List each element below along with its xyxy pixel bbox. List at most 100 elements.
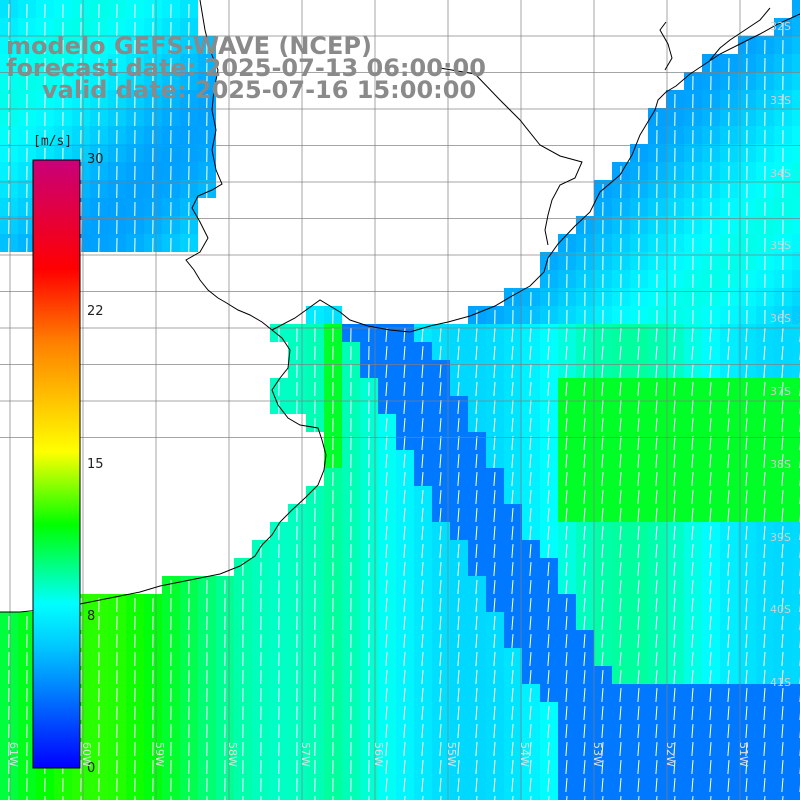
wind-arrow: [529, 382, 532, 397]
wind-arrow: [493, 760, 496, 775]
wind-cell: [360, 792, 378, 800]
wind-arrow: [781, 436, 784, 451]
wind-cell: [594, 792, 612, 800]
wind-cell: [270, 792, 288, 800]
wind-arrow: [403, 418, 406, 433]
wind-arrow: [475, 760, 478, 775]
wind-arrow: [673, 328, 676, 343]
wind-arrow: [619, 544, 622, 559]
wind-arrow: [673, 634, 676, 649]
wind-arrow: [511, 616, 514, 631]
wind-arrow: [403, 526, 406, 541]
wind-arrow: [457, 670, 460, 685]
wind-arrow: [493, 778, 496, 793]
wind-arrow: [601, 652, 604, 667]
coastline-outline: [0, 0, 327, 613]
wind-arrow: [385, 382, 388, 397]
wind-arrow: [637, 508, 640, 523]
colorbar-tick-22: 22: [87, 304, 104, 319]
wind-arrow: [709, 508, 712, 523]
wind-arrow: [385, 544, 388, 559]
river-plate-shore: [271, 13, 800, 333]
wind-arrow: [493, 544, 496, 559]
wind-arrow: [745, 400, 748, 415]
wind-arrow: [727, 580, 730, 595]
wind-arrow: [691, 508, 694, 523]
wind-arrow: [547, 616, 550, 631]
wind-arrow: [746, 796, 748, 800]
wind-arrow: [691, 670, 694, 685]
wind-arrow: [727, 418, 730, 433]
wind-arrow: [781, 580, 784, 595]
wind-arrow: [421, 346, 424, 361]
wind-arrow: [457, 634, 460, 649]
wind-arrow: [475, 652, 478, 667]
wind-arrow: [403, 670, 406, 685]
wind-arrow: [404, 796, 406, 800]
wind-arrow: [565, 634, 568, 649]
wind-cell: [792, 270, 800, 288]
wind-arrow: [727, 742, 730, 757]
wind-arrow: [637, 670, 640, 685]
wind-arrow: [529, 598, 532, 613]
wind-arrow: [385, 508, 388, 523]
wind-cell: [792, 432, 800, 450]
wind-arrow: [457, 724, 460, 739]
wind-arrow: [385, 652, 388, 667]
wind-arrow: [745, 328, 748, 343]
wind-arrow: [565, 598, 568, 613]
wind-arrow: [655, 670, 658, 685]
wind-arrow: [709, 472, 712, 487]
wind-arrow: [547, 634, 550, 649]
wind-arrow: [727, 562, 730, 577]
wind-arrow: [457, 490, 460, 505]
wind-arrow: [745, 670, 748, 685]
wind-arrow: [763, 598, 766, 613]
wind-arrow: [601, 724, 604, 739]
wind-arrow: [385, 490, 388, 505]
wind-arrow: [619, 760, 622, 775]
wind-cell: [630, 792, 648, 800]
wind-arrow: [673, 580, 676, 595]
wind-cell: [792, 666, 800, 684]
wind-arrow: [601, 706, 604, 721]
wind-arrow: [619, 346, 622, 361]
wind-arrow: [673, 508, 676, 523]
wind-arrow: [475, 562, 478, 577]
colorbar-unit-label: [m/s]: [33, 134, 73, 149]
wind-arrow: [385, 616, 388, 631]
wind-arrow: [781, 472, 784, 487]
wind-arrow: [637, 778, 640, 793]
wind-arrow: [727, 652, 730, 667]
wind-cell: [792, 234, 800, 252]
wind-arrow: [547, 382, 550, 397]
wind-arrow: [620, 796, 622, 800]
wind-arrow: [601, 472, 604, 487]
wind-arrow: [583, 706, 586, 721]
wind-arrow: [439, 526, 442, 541]
wind-arrow: [583, 742, 586, 757]
wind-arrow: [529, 580, 532, 595]
wind-arrow: [619, 490, 622, 505]
wind-arrow: [385, 418, 388, 433]
wind-arrow: [655, 544, 658, 559]
wind-arrow: [511, 382, 514, 397]
wind-arrow: [781, 598, 784, 613]
wind-arrow: [691, 760, 694, 775]
wind-arrow: [673, 760, 676, 775]
wind-arrow: [457, 400, 460, 415]
colorbar: [32, 159, 81, 769]
wind-arrow: [619, 724, 622, 739]
wind-cell: [72, 792, 90, 800]
wind-arrow: [637, 652, 640, 667]
wind-arrow: [511, 436, 514, 451]
wind-arrow: [421, 400, 424, 415]
wind-arrow: [709, 580, 712, 595]
wind-arrow: [583, 724, 586, 739]
wind-arrow: [493, 742, 496, 757]
wind-arrow: [637, 418, 640, 433]
wind-arrow: [493, 706, 496, 721]
wind-arrow: [727, 472, 730, 487]
lat-label-38s: 38S: [770, 458, 791, 471]
